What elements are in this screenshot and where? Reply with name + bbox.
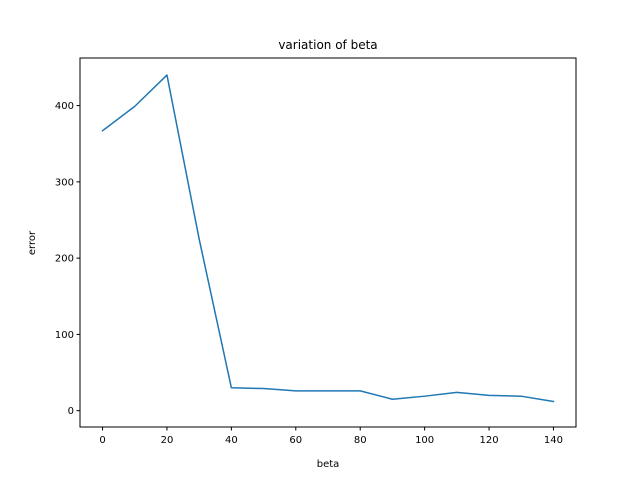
x-axis-label: beta xyxy=(317,459,340,470)
y-axis-ticks: 0 100 200 300 400 xyxy=(55,101,80,417)
y-tick-label: 200 xyxy=(55,254,74,265)
y-tick-label: 300 xyxy=(55,177,74,188)
x-tick-label: 120 xyxy=(479,435,498,446)
x-tick-label: 80 xyxy=(354,435,367,446)
x-axis-ticks: 0 20 40 60 80 100 120 140 xyxy=(99,427,563,446)
y-tick-label: 100 xyxy=(55,330,74,341)
y-tick-label: 400 xyxy=(55,101,74,112)
x-tick-label: 40 xyxy=(225,435,238,446)
x-tick-label: 100 xyxy=(415,435,434,446)
x-tick-label: 140 xyxy=(544,435,563,446)
y-axis-label: error xyxy=(27,230,38,255)
x-tick-label: 0 xyxy=(99,435,105,446)
x-tick-label: 20 xyxy=(161,435,174,446)
chart-title: variation of beta xyxy=(278,38,377,52)
plot-marks xyxy=(101,74,555,403)
series-line xyxy=(101,74,555,403)
y-tick-label: 0 xyxy=(68,406,74,417)
x-tick-label: 60 xyxy=(289,435,302,446)
plot-frame xyxy=(79,57,577,428)
